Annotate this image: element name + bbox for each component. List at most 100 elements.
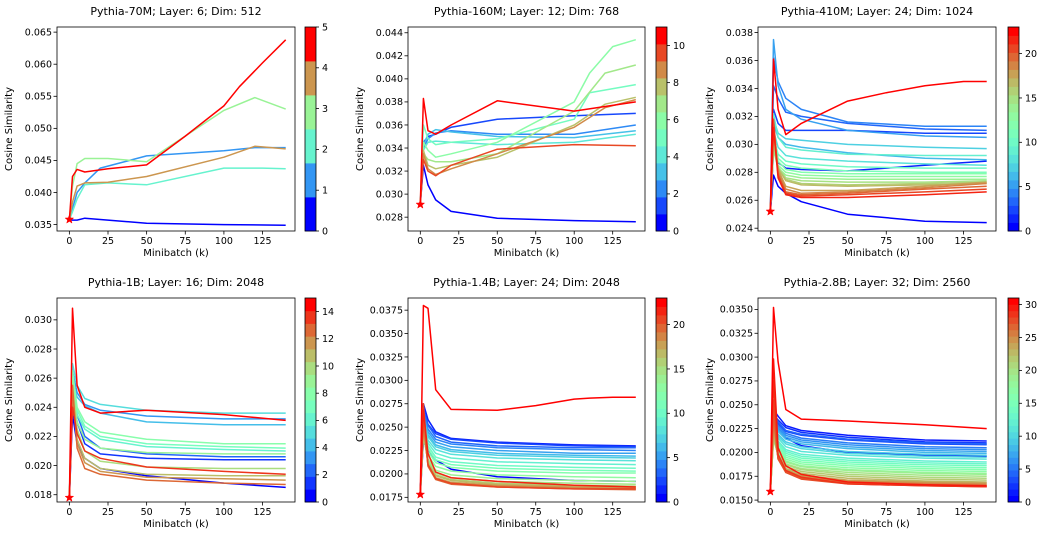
colorbar-segment — [1008, 310, 1019, 318]
colorbar-segment — [656, 434, 667, 443]
colorbar-segment — [1008, 103, 1019, 113]
y-tick-label: 0.032 — [726, 112, 753, 123]
plot-frame — [757, 26, 997, 232]
colorbar-segment — [1008, 329, 1019, 337]
star-marker — [415, 199, 426, 209]
chart-panel-2: Pythia-160M; Layer: 12; Dim: 768 0 25 50 75 1… — [355, 5, 685, 259]
x-tick-label: 100 — [565, 507, 583, 518]
colorbar-segment — [1008, 444, 1019, 452]
colorbar-segment — [1008, 368, 1019, 375]
colorbar-segment — [1008, 95, 1019, 104]
series-line-layer-15 — [68, 307, 286, 498]
colorbar-tick-label: 12 — [322, 334, 334, 345]
y-tick-label: 0.024 — [726, 224, 753, 235]
colorbar-segment — [1008, 451, 1019, 458]
colorbar: 0 1 2 3 4 5 — [304, 22, 328, 237]
colorbar-segment — [656, 493, 667, 503]
x-tick-label: 100 — [916, 236, 934, 247]
colorbar-segment — [1008, 120, 1019, 130]
series-line-layer-1 — [419, 112, 636, 205]
star-marker — [415, 489, 426, 499]
colorbar-tick-label: 8 — [673, 78, 679, 89]
y-tick-label: 0.018 — [25, 490, 52, 501]
colorbar-segment — [656, 442, 667, 452]
series-line-layer-23 — [769, 58, 987, 212]
colorbar-segment — [1008, 393, 1019, 401]
series-line-layer-2 — [68, 167, 286, 220]
series-group — [769, 38, 987, 224]
colorbar-tick-label: 15 — [1025, 399, 1037, 410]
y-tick-label: 0.055 — [25, 92, 52, 103]
series-line-layer-1 — [68, 146, 286, 220]
colorbar-segment — [656, 112, 667, 130]
colorbar-segment — [656, 468, 667, 477]
colorbar-tick-label: 4 — [322, 63, 328, 74]
colorbar-segment — [656, 374, 667, 384]
series-line-layer-14 — [68, 406, 286, 498]
colorbar-segment — [1008, 355, 1019, 363]
series-line-layer-22 — [769, 126, 987, 212]
colorbar-segment — [1008, 52, 1019, 62]
series-line-layer-31 — [769, 306, 987, 492]
colorbar-segment — [1008, 146, 1019, 155]
colorbar-segment — [656, 400, 667, 409]
colorbar-tick-label: 15 — [1025, 93, 1037, 104]
y-tick-label: 0.042 — [376, 51, 403, 62]
colorbar-segment — [656, 298, 667, 307]
series-line-layer-14 — [769, 149, 987, 212]
y-axis-label: Cosine Similarity — [355, 87, 366, 171]
x-tick-label: 75 — [530, 507, 542, 518]
y-tick-label: 0.028 — [726, 168, 753, 179]
y-tick-label: 0.038 — [376, 97, 403, 108]
y-tick-label: 0.0250 — [720, 400, 753, 411]
y-tick-label: 0.030 — [376, 189, 403, 200]
colorbar-tick-label: 0 — [322, 497, 328, 508]
y-tick-label: 0.0200 — [370, 469, 403, 480]
y-tick-label: 0.024 — [25, 403, 52, 414]
colorbar-segment — [1008, 27, 1019, 36]
colorbar-segment — [656, 425, 667, 435]
x-tick-label: 75 — [179, 236, 191, 247]
series-line-layer-0 — [69, 217, 286, 226]
series-line-layer-5 — [769, 38, 987, 212]
x-tick-label: 50 — [491, 507, 503, 518]
colorbar-segment — [1008, 214, 1019, 223]
x-tick-label: 25 — [803, 236, 815, 247]
y-tick-label: 0.038 — [726, 28, 753, 39]
colorbar-segment — [305, 400, 316, 414]
colorbar-tick-label: 0 — [1025, 497, 1031, 508]
colorbar-tick-label: 2 — [322, 470, 328, 481]
y-tick-label: 0.0350 — [370, 329, 403, 340]
y-tick-label: 0.0350 — [720, 305, 753, 316]
colorbar-segment — [305, 476, 316, 490]
colorbar: 0 5 10 15 20 25 30 — [1007, 297, 1037, 508]
colorbar-segment — [1008, 400, 1019, 407]
colorbar-segment — [1008, 180, 1019, 189]
y-tick-label: 0.0275 — [720, 376, 753, 387]
series-line-layer-8 — [419, 96, 636, 205]
colorbar-tick-label: 2 — [673, 189, 679, 200]
colorbar-segment — [305, 129, 316, 164]
x-tick-label: 125 — [954, 507, 972, 518]
colorbar-tick-label: 0 — [322, 226, 328, 237]
plot-frame — [407, 26, 646, 232]
colorbar-tick-label: 4 — [673, 152, 679, 163]
y-tick-label: 0.0325 — [720, 329, 753, 340]
colorbar-segment — [1008, 137, 1019, 147]
colorbar-segment — [1008, 323, 1019, 331]
x-tick-label: 0 — [66, 236, 72, 247]
chart-title: Pythia-410M; Layer: 24; Dim: 1024 — [781, 5, 973, 18]
colorbar-segment — [656, 315, 667, 324]
x-axis-label: Minibatch (k) — [494, 248, 560, 259]
x-tick-label: 25 — [803, 507, 815, 518]
colorbar-segment — [305, 349, 316, 363]
colorbar-segment — [656, 476, 667, 486]
y-tick-label: 0.028 — [25, 344, 52, 355]
y-tick-label: 0.045 — [25, 156, 52, 167]
colorbar-frame — [1007, 26, 1020, 232]
x-tick-label: 125 — [954, 236, 972, 247]
x-tick-label: 75 — [880, 236, 892, 247]
series-line-layer-2 — [769, 108, 987, 212]
